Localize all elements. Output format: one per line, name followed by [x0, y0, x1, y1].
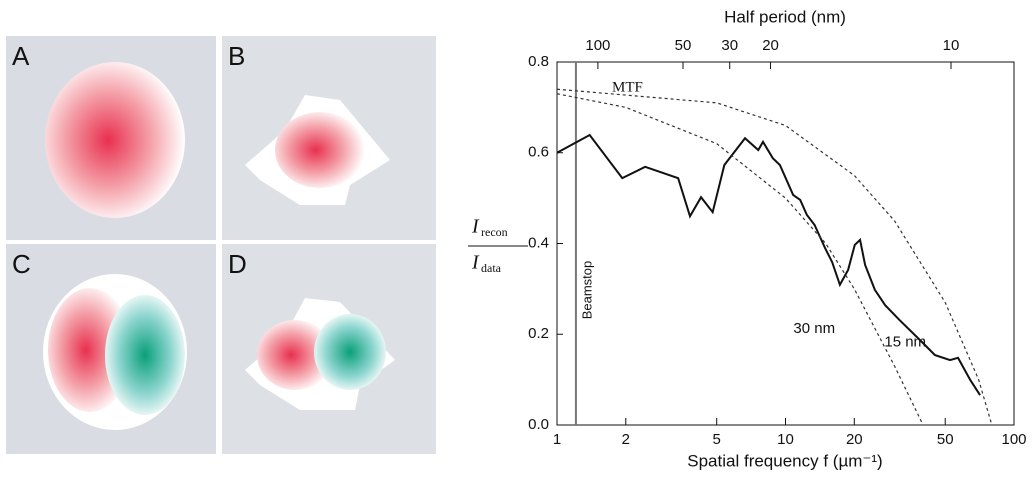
y-label-part: I	[471, 216, 480, 238]
y-tick-label: 0.8	[528, 53, 549, 70]
panel-letter: D	[228, 249, 247, 279]
panel-letter: C	[12, 249, 31, 279]
y-tick-label: 0.0	[528, 416, 549, 433]
x2-axis-title: Half period (nm)	[724, 7, 846, 26]
x2-tick-label: 20	[762, 37, 779, 54]
panel-letter: B	[228, 41, 245, 71]
beamstop-label: Beamstop	[579, 261, 594, 320]
x2-tick-label: 100	[585, 37, 610, 54]
y-axis-title: I recon I data	[468, 216, 528, 275]
y-label-part: recon	[481, 225, 508, 239]
plot-frame	[556, 61, 1015, 426]
series-line	[556, 93, 924, 426]
series-label: 30 nm	[793, 320, 835, 337]
blob	[257, 320, 333, 390]
x-tick-label: 100	[1001, 431, 1026, 448]
blob	[105, 295, 185, 415]
series-line	[556, 88, 993, 426]
x-tick-label: 10	[777, 431, 794, 448]
x2-tick-label: 10	[943, 37, 960, 54]
x-axis-title: Spatial frequency f (µm⁻¹)	[687, 451, 882, 470]
y-tick-label: 0.2	[528, 325, 549, 342]
series-label: 15 nm	[884, 333, 926, 350]
y-label-part: data	[481, 261, 502, 275]
series-line	[556, 133, 981, 396]
x-tick-label: 5	[713, 431, 721, 448]
y-tick-label: 0.6	[528, 144, 549, 161]
y-label-part: I	[471, 252, 480, 274]
x-tick-label: 1	[553, 431, 561, 448]
blob	[45, 62, 185, 218]
annotation: MTF	[612, 79, 643, 95]
panel-letter: A	[12, 41, 30, 71]
blob	[275, 112, 365, 188]
blob	[314, 314, 386, 390]
x2-tick-label: 50	[675, 37, 692, 54]
x-tick-label: 2	[622, 431, 630, 448]
x-tick-label: 20	[846, 431, 863, 448]
x2-tick-label: 30	[721, 37, 738, 54]
y-tick-label: 0.4	[528, 234, 549, 251]
x-tick-label: 50	[937, 431, 954, 448]
image-panels: A B C D	[6, 36, 436, 454]
